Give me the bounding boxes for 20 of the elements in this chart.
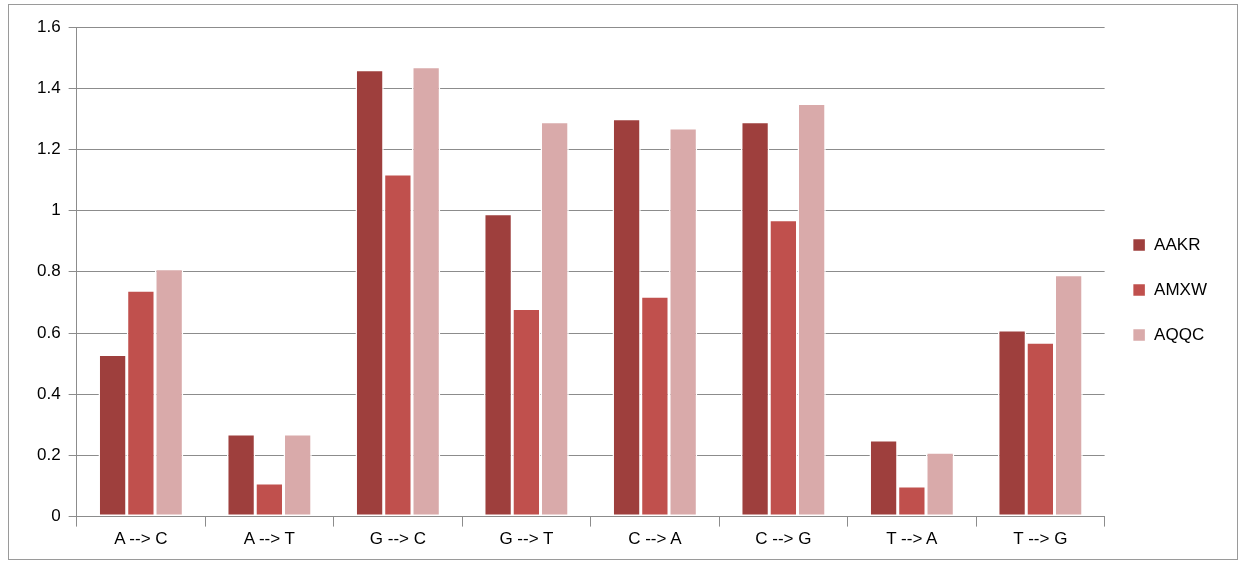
- legend-label: AQQC: [1154, 324, 1205, 344]
- x-tick-label: A --> C: [114, 529, 168, 549]
- y-tick-label: 0.8: [36, 261, 61, 281]
- x-tick-label: G --> T: [499, 529, 554, 549]
- x-tick-label: C --> A: [628, 529, 683, 549]
- legend-label: AMXW: [1154, 279, 1208, 299]
- x-tick-label: T --> A: [886, 529, 939, 549]
- y-tick-label: 1: [51, 200, 61, 220]
- x-tick-label: C --> G: [755, 529, 812, 549]
- y-tick-label: 0.6: [36, 322, 61, 342]
- legend-label: AAKR: [1154, 234, 1201, 254]
- x-tick-label: T --> G: [1013, 529, 1068, 549]
- y-tick-label: 0: [51, 506, 61, 526]
- y-tick-label: 0.4: [36, 383, 61, 403]
- x-tick-label: G --> C: [369, 529, 426, 549]
- y-tick-label: 1.2: [36, 139, 61, 159]
- y-tick-label: 1.6: [36, 16, 61, 36]
- y-tick-label: 1.4: [36, 77, 61, 97]
- y-tick-label: 0.2: [36, 445, 61, 465]
- x-tick-label: A --> T: [243, 529, 295, 549]
